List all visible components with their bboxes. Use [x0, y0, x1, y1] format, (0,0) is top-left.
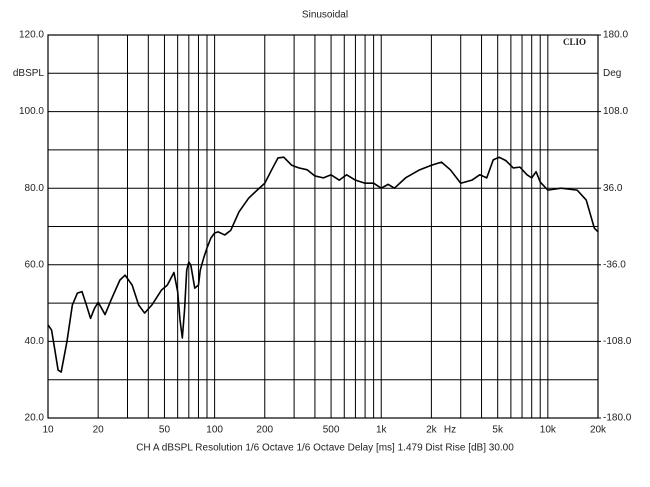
response-line — [47, 156, 599, 373]
x-tick-label: 20k — [590, 425, 607, 436]
y-tick-label: 120.0 — [19, 30, 44, 41]
x-tick-label: 20 — [93, 425, 105, 436]
y2-tick-label: -108.0 — [603, 336, 632, 347]
y2-tick-label: 180.0 — [603, 30, 628, 41]
x-tick-label: 10k — [540, 425, 557, 436]
x-tick-label: 200 — [256, 425, 273, 436]
y-tick-label: 20.0 — [25, 413, 45, 424]
x-tick-label: 50 — [159, 425, 171, 436]
x-tick-label: 100 — [206, 425, 223, 436]
y-axis-label: dBSPL — [13, 68, 45, 79]
x-tick-label: 1k — [376, 425, 388, 436]
y2-tick-label: 36.0 — [603, 183, 623, 194]
y-tick-label: 40.0 — [25, 336, 45, 347]
y2-tick-label: 108.0 — [603, 106, 628, 117]
y-tick-label: 100.0 — [19, 106, 44, 117]
plot-frame — [47, 34, 599, 419]
y-tick-label: 60.0 — [25, 259, 45, 270]
y-tick-label: 80.0 — [25, 183, 45, 194]
x-tick-label: 500 — [323, 425, 340, 436]
x-tick-label: 5k — [492, 425, 504, 436]
y2-tick-label: -180.0 — [603, 413, 632, 424]
brand: CLIO — [563, 37, 586, 47]
x-axis-label: Hz — [444, 425, 456, 436]
footer: CH A dBSPL Resolution 1/6 Octave 1/6 Oct… — [136, 443, 514, 454]
y2-tick-label: -36.0 — [603, 259, 626, 270]
y2-axis-label: Deg — [603, 68, 621, 79]
x-tick-label: 2k — [426, 425, 438, 436]
x-tick-label: 10 — [42, 425, 54, 436]
chart-title: Sinusoidal — [302, 10, 348, 21]
